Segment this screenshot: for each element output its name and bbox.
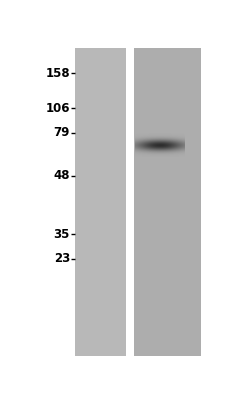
Text: 23: 23	[54, 252, 70, 266]
Text: 158: 158	[45, 67, 70, 80]
Bar	[133, 48, 200, 356]
Text: 48: 48	[53, 169, 70, 182]
Bar	[75, 48, 125, 356]
Text: 106: 106	[45, 102, 70, 114]
Text: 35: 35	[53, 228, 70, 241]
Text: 79: 79	[53, 126, 70, 139]
